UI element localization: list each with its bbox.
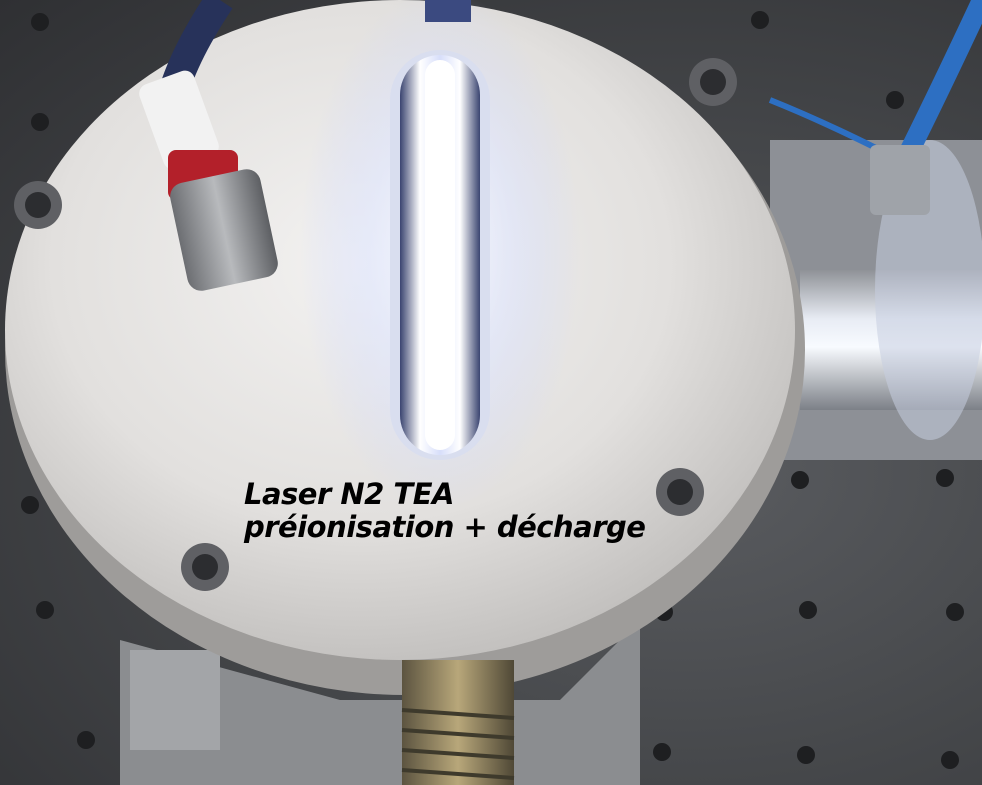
photo-caption: Laser N2 TEA préionisation + décharge	[244, 477, 646, 544]
caption-line-1: Laser N2 TEA	[244, 477, 454, 511]
cylinder-glow	[875, 140, 982, 440]
top-connector	[425, 0, 471, 22]
gas-fitting	[870, 145, 930, 215]
optical-table-holes	[21, 11, 964, 769]
discharge-core	[425, 60, 455, 450]
mount-plate	[130, 650, 220, 750]
cable-sleeve	[139, 70, 219, 170]
hv-connector	[170, 169, 278, 291]
bolt-threads	[401, 708, 515, 780]
housing-screws	[14, 58, 737, 591]
caption-line-2: préionisation + décharge	[244, 510, 646, 544]
brass-bolt	[402, 660, 514, 785]
gas-line	[896, 0, 982, 165]
thin-gas-line	[768, 97, 882, 153]
